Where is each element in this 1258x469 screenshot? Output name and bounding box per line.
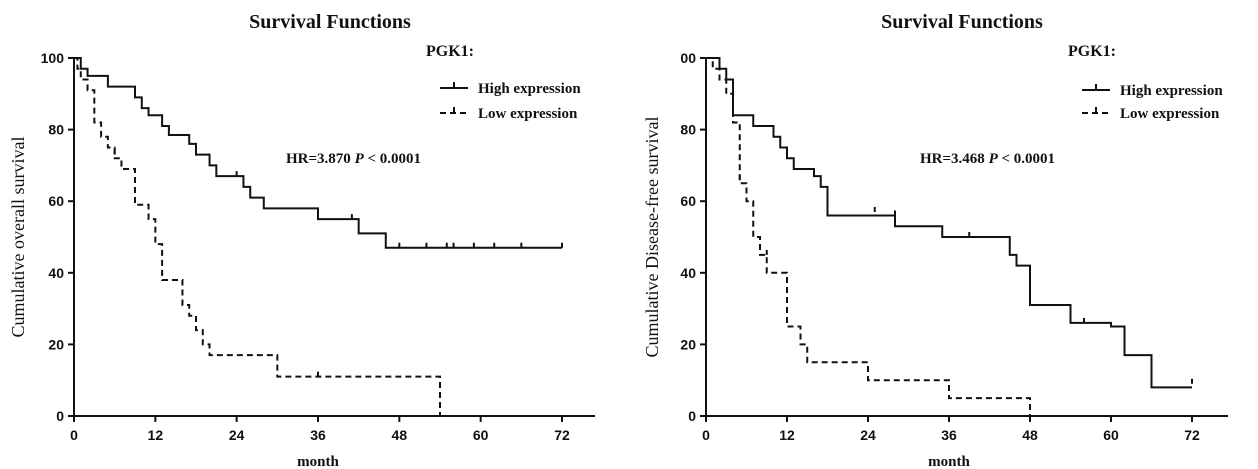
y-tick-label: 40 — [48, 265, 64, 281]
y-tick-label: 00 — [680, 50, 696, 66]
x-tick-label: 0 — [70, 427, 78, 443]
y-axis-label: Cumulative Disease-free survival — [642, 117, 662, 358]
y-tick-label: 0 — [56, 408, 64, 424]
y-tick-label: 60 — [680, 193, 696, 209]
x-axis-label: month — [297, 454, 339, 469]
x-tick-label: 60 — [1103, 427, 1119, 443]
y-tick-label: 20 — [680, 336, 696, 352]
hazard-ratio-annotation: HR=3.468 P < 0.0001 — [920, 151, 1055, 167]
legend-title: PGK1: — [1068, 43, 1116, 60]
chart-title: Survival Functions — [249, 11, 411, 33]
y-tick-label: 20 — [48, 336, 64, 352]
chart-2: Survival Functions Cumulative Disease-fre… — [642, 11, 1228, 469]
x-tick-label: 12 — [779, 427, 795, 443]
y-tick-label: 80 — [48, 122, 64, 138]
x-tick-label: 12 — [148, 427, 164, 443]
x-tick-label: 48 — [1022, 427, 1038, 443]
x-tick-label: 36 — [310, 427, 326, 443]
legend-label: High expression — [478, 81, 581, 97]
y-tick-label: 0 — [688, 408, 696, 424]
x-axis-label: month — [928, 454, 970, 469]
hazard-ratio-annotation: HR=3.870 P < 0.0001 — [286, 151, 421, 167]
x-tick-label: 24 — [229, 427, 245, 443]
y-tick-label: 100 — [41, 50, 65, 66]
y-tick-label: 60 — [48, 193, 64, 209]
chart-1: Survival Functions Cumulative overall sur… — [8, 11, 595, 469]
x-tick-label: 72 — [1184, 427, 1200, 443]
legend-label: Low expression — [478, 106, 578, 122]
legend-title: PGK1: — [426, 43, 474, 60]
x-tick-label: 72 — [554, 427, 570, 443]
x-tick-label: 48 — [392, 427, 408, 443]
x-tick-label: 36 — [941, 427, 957, 443]
y-tick-label: 80 — [680, 122, 696, 138]
x-tick-label: 0 — [702, 427, 710, 443]
x-tick-label: 24 — [860, 427, 876, 443]
y-tick-label: 40 — [680, 265, 696, 281]
x-tick-label: 60 — [473, 427, 489, 443]
legend-label: High expression — [1120, 83, 1223, 99]
y-axis-label: Cumulative overall survival — [8, 137, 28, 338]
chart-title: Survival Functions — [881, 11, 1043, 33]
legend-label: Low expression — [1120, 106, 1220, 122]
